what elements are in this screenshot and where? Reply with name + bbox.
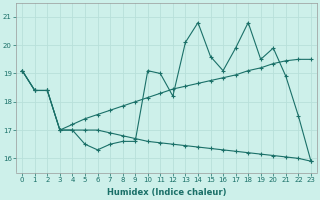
X-axis label: Humidex (Indice chaleur): Humidex (Indice chaleur) bbox=[107, 188, 226, 197]
